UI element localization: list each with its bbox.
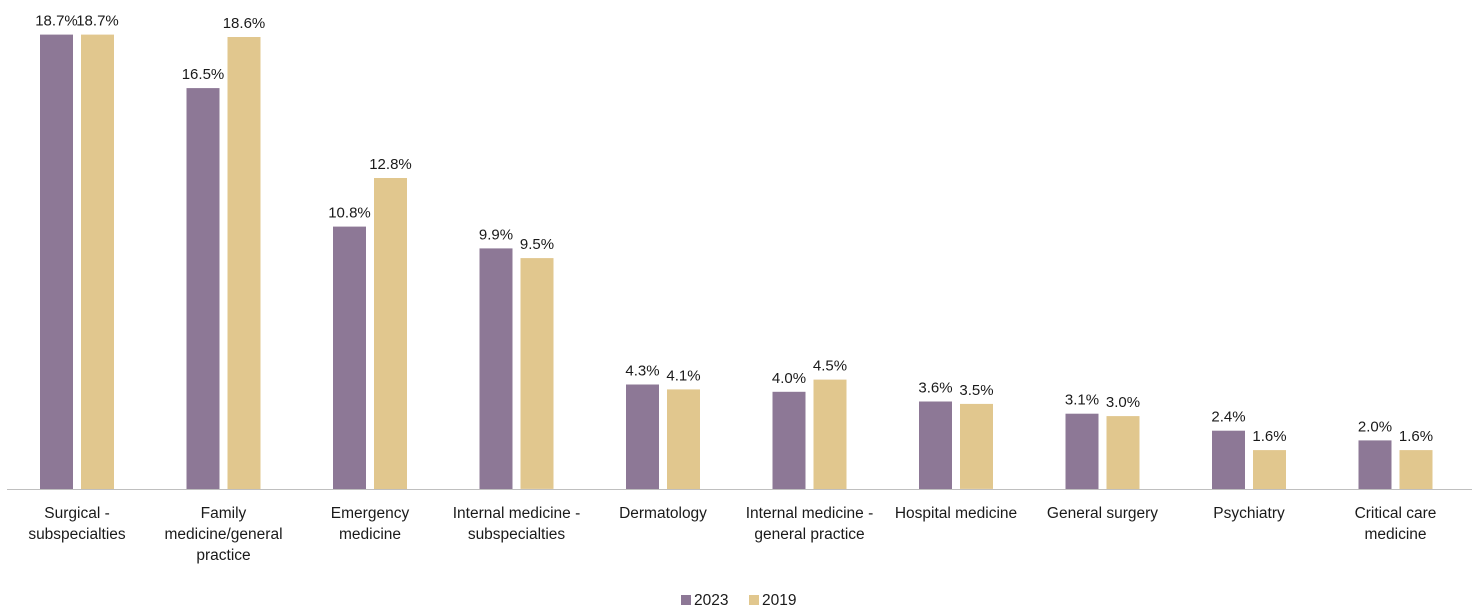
data-label-2019-10: 1.6% [1399, 428, 1433, 445]
category-label-4: Internal medicine -subspecialties [453, 505, 581, 543]
bar-2019-9 [1253, 450, 1286, 489]
bar-2019-5 [667, 389, 700, 489]
bar-2019-7 [960, 403, 993, 489]
category-label-2: Family medicine/general practice [164, 505, 282, 564]
bar-2023-8 [1065, 413, 1099, 489]
data-label-2019-2: 18.6% [223, 15, 266, 32]
category-label-8: General surgery [1047, 505, 1158, 522]
bar-2023-2 [186, 88, 220, 489]
data-label-2019-4: 9.5% [520, 236, 554, 253]
bar-2023-10 [1358, 440, 1392, 489]
data-label-2023-2: 16.5% [182, 66, 225, 83]
bar-2023-3 [333, 226, 366, 489]
bar-2019-4 [520, 258, 554, 489]
category-label-7: Hospital medicine [895, 505, 1017, 522]
data-label-2023-8: 3.1% [1065, 392, 1099, 409]
bar-2023-7 [919, 401, 952, 489]
category-label-6: Internal medicine -general practice [746, 505, 874, 543]
data-label-2019-8: 3.0% [1106, 394, 1140, 411]
bar-2019-8 [1106, 416, 1140, 489]
data-label-2019-6: 4.5% [813, 358, 847, 375]
data-label-2023-10: 2.0% [1358, 418, 1392, 435]
bar-2019-10 [1399, 450, 1433, 489]
category-labels-layer: Surgical -subspecialties Family medicine/g… [28, 505, 1436, 564]
data-label-2023-7: 3.6% [918, 380, 952, 397]
data-label-2023-5: 4.3% [625, 363, 659, 380]
legend-label-2023: 2023 [694, 592, 728, 609]
category-label-10: Critical care medicine [1355, 505, 1437, 543]
bars-layer [40, 34, 1433, 489]
data-label-2019-9: 1.6% [1252, 428, 1286, 445]
data-label-2023-3: 10.8% [328, 205, 371, 222]
bar-2023-1 [40, 34, 73, 489]
category-label-9: Psychiatry [1213, 505, 1285, 522]
value-labels-layer: 18.7%18.7% 16.5% 18.6% 10.8% 12.8% 9.9% 9.5% 4.… [35, 13, 1433, 446]
bar-2023-4 [479, 248, 513, 489]
bar-2019-6 [813, 379, 847, 489]
bar-2023-9 [1212, 430, 1245, 489]
data-label-2019-1: 18.7% [76, 13, 119, 30]
bar-2023-5 [626, 384, 659, 489]
legend-label-2019: 2019 [762, 592, 796, 609]
bar-2019-1 [81, 34, 114, 489]
legend: 2023 2019 [681, 592, 796, 609]
data-label-2023-1: 18.7% [35, 13, 78, 30]
data-label-2023-9: 2.4% [1211, 409, 1245, 426]
legend-swatch-2023 [681, 595, 691, 605]
bar-2019-3 [374, 178, 407, 489]
bar-2023-6 [772, 391, 806, 489]
legend-swatch-2019 [749, 595, 759, 605]
category-label-5: Dermatology [619, 505, 707, 522]
data-label-2023-6: 4.0% [772, 370, 806, 387]
data-label-2023-4: 9.9% [479, 226, 513, 243]
category-label-1: Surgical -subspecialties [28, 505, 126, 543]
data-label-2019-3: 12.8% [369, 156, 412, 173]
bar-2019-2 [227, 37, 261, 489]
data-label-2019-7: 3.5% [959, 382, 993, 399]
data-label-2019-5: 4.1% [666, 367, 700, 384]
category-label-3: Emergency medicine [331, 505, 410, 543]
